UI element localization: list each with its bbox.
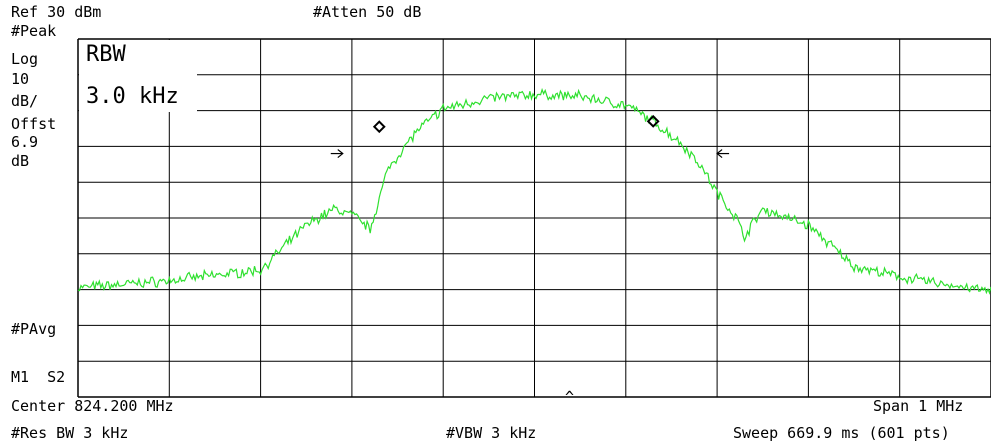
- offset-unit-label: dB: [11, 152, 30, 170]
- marker-info-label: M1 S2: [11, 368, 66, 386]
- sweep-label: Sweep 669.9 ms (601 pts): [733, 424, 950, 442]
- vbw-label: #VBW 3 kHz: [446, 424, 537, 442]
- marker-diamond-icon: [646, 114, 660, 128]
- span-label: Span 1 MHz: [873, 397, 964, 415]
- scale-unit-label: dB/: [11, 92, 39, 110]
- marker-diamond-icon: [372, 120, 386, 134]
- scale-value-label: 10: [11, 70, 30, 88]
- res-bw-label: #Res BW 3 kHz: [11, 424, 129, 442]
- center-caret: ^: [565, 388, 575, 406]
- rbw-overlay: [79, 40, 197, 112]
- marker-layer: [330, 114, 730, 159]
- graticule-grid: [77, 38, 991, 398]
- rbw-overlay-value: 3.0 kHz: [86, 84, 179, 109]
- arrow-right-icon: [330, 149, 344, 159]
- ref-level-label: Ref 30 dBm: [11, 3, 102, 21]
- offset-value-label: 6.9: [11, 133, 39, 151]
- detector-label: #Peak: [11, 22, 57, 40]
- attenuation-label: #Atten 50 dB: [313, 3, 422, 21]
- averaging-label: #PAvg: [11, 320, 57, 338]
- rbw-overlay-title: RBW: [86, 42, 126, 67]
- arrow-left-icon: [716, 149, 730, 159]
- scale-type-label: Log: [11, 50, 39, 68]
- offset-label: Offst: [11, 115, 57, 133]
- spectrum-trace: [77, 87, 991, 295]
- center-frequency-label: Center 824.200 MHz: [11, 397, 174, 415]
